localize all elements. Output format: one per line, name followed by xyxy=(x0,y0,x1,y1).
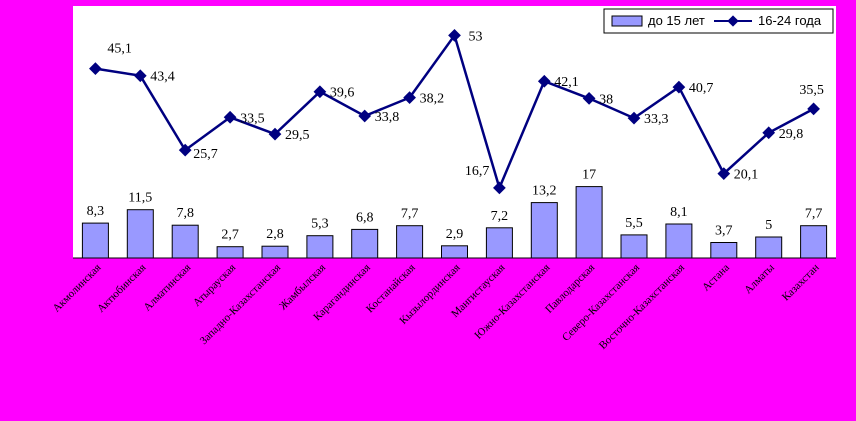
bar-data-label: 11,5 xyxy=(128,191,152,206)
bar xyxy=(306,235,334,259)
line-data-label: 20,1 xyxy=(734,168,759,183)
line-point xyxy=(223,110,237,124)
bar xyxy=(620,234,648,259)
bar-data-label: 3,7 xyxy=(715,224,733,239)
bar xyxy=(485,227,513,259)
bar-data-label: 5,5 xyxy=(625,216,643,231)
category-label: Астана xyxy=(700,262,732,294)
line-data-label: 35,5 xyxy=(799,83,824,98)
line-data-label: 39,6 xyxy=(330,86,355,101)
bar xyxy=(81,222,109,259)
bars-layer xyxy=(81,186,828,259)
bar xyxy=(396,225,424,259)
bar xyxy=(216,246,244,259)
line-data-label: 29,5 xyxy=(285,128,310,143)
legend-series-line-label: 16-24 года xyxy=(758,13,822,28)
line-data-label: 29,8 xyxy=(779,127,804,142)
category-label: Северо-Казахстанская xyxy=(560,262,642,344)
line-data-label: 38,2 xyxy=(420,92,445,107)
data-labels-layer: 8,3 11,5 7,8 2,7 2,8 5,3 6,8 7,7 2,9 7,2 13,2 17 5,5… xyxy=(87,29,824,242)
line-data-label: 38 xyxy=(599,92,613,107)
legend-bar-swatch xyxy=(611,15,643,27)
bar-data-label: 7,7 xyxy=(805,207,823,222)
category-label: Западно-Казахстанская xyxy=(198,262,283,347)
bar-data-label: 7,8 xyxy=(176,206,194,221)
line-data-label: 33,8 xyxy=(375,110,400,125)
line-point xyxy=(493,181,506,195)
bar xyxy=(665,223,693,259)
bar xyxy=(441,245,468,259)
bar-data-label: 7,2 xyxy=(491,209,509,224)
category-label: Казахстан xyxy=(780,262,822,304)
category-labels-layer: АкмолинскаяАктюбинскаяАлматинскаяАтыраус… xyxy=(51,261,822,352)
bar xyxy=(710,242,738,259)
category-label: Алматинская xyxy=(141,262,193,314)
line-data-label: 16,7 xyxy=(465,164,490,179)
bar-data-label: 6,8 xyxy=(356,210,374,225)
legend-series-bar-label: до 15 лет xyxy=(648,13,705,28)
legend: до 15 лет 16-24 года xyxy=(603,8,834,34)
bar xyxy=(261,245,289,259)
line-point xyxy=(358,109,372,123)
category-label: Алматы xyxy=(742,261,777,296)
bar-data-label: 7,7 xyxy=(401,207,419,222)
bar-data-label: 2,9 xyxy=(446,227,464,242)
category-label: Атырауская xyxy=(191,262,238,309)
bar xyxy=(575,186,603,259)
bar-data-label: 2,8 xyxy=(266,227,284,242)
bar-data-label: 13,2 xyxy=(532,184,557,199)
category-label: Восточно-Казахстанская xyxy=(597,262,687,352)
line-data-label: 33,3 xyxy=(644,112,669,127)
bar xyxy=(126,209,154,259)
bar-data-label: 5 xyxy=(765,218,772,233)
line-data-label: 53 xyxy=(469,29,483,44)
line-data-label: 40,7 xyxy=(689,81,714,96)
bar xyxy=(171,224,199,259)
line-point xyxy=(268,127,282,141)
bar-data-label: 17 xyxy=(582,168,596,183)
category-label: Южно-Казахстанская xyxy=(472,262,552,342)
line-data-label: 42,1 xyxy=(554,75,579,90)
bar xyxy=(351,228,379,259)
line-data-label: 45,1 xyxy=(107,42,131,57)
bar-data-label: 5,3 xyxy=(311,217,329,232)
plot-area xyxy=(73,6,836,258)
bar-data-label: 8,3 xyxy=(87,204,105,219)
line-point xyxy=(403,91,416,104)
bar xyxy=(800,225,828,259)
line-point xyxy=(178,143,192,157)
bar xyxy=(755,236,783,259)
line-point xyxy=(448,29,461,42)
line-point xyxy=(313,85,327,99)
bar-data-label: 8,1 xyxy=(670,205,688,220)
line-data-label: 43,4 xyxy=(150,70,175,85)
line-data-label: 25,7 xyxy=(193,147,218,162)
line-data-label: 33,5 xyxy=(240,111,265,126)
bar-data-label: 2,7 xyxy=(221,228,239,243)
bar xyxy=(530,202,558,259)
line-point xyxy=(133,69,147,83)
